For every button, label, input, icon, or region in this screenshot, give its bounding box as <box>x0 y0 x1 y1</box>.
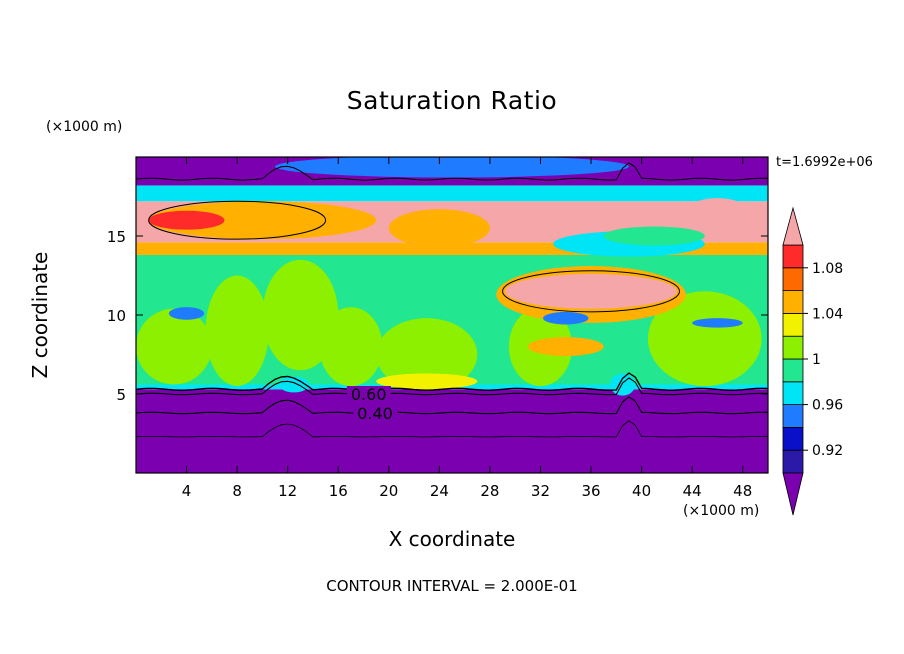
orange-patch-2 <box>388 209 490 248</box>
y-axis: 5 10 15 <box>107 228 768 404</box>
blue-patch-3 <box>692 318 743 328</box>
lime-patch-3 <box>262 259 339 371</box>
blue-patch-1 <box>168 307 205 320</box>
colorbar: 1.08 1.04 1 0.96 0.92 <box>782 206 843 516</box>
lime-patch-4 <box>319 307 383 387</box>
colorbar-label-3: 0.96 <box>812 398 843 414</box>
cyan-bump-2 <box>278 376 310 393</box>
colorbar-segment-7 <box>782 290 804 314</box>
lime-patch-1 <box>136 308 212 385</box>
orange-patch-low <box>527 337 604 357</box>
pink-patch-mid-core <box>505 273 677 309</box>
colorbar-segment-6 <box>782 312 804 337</box>
red-fleck <box>148 210 225 230</box>
x-tick-label-24: 24 <box>430 482 449 500</box>
field-layer <box>136 157 768 473</box>
x-tick-label-48: 48 <box>733 482 752 500</box>
pink-patch-right <box>685 198 750 227</box>
field-band-0 <box>136 389 768 473</box>
contour-label-bg-1 <box>353 404 398 422</box>
x-tick-label-44: 44 <box>683 482 702 500</box>
x-tick-label-8: 8 <box>232 482 242 500</box>
chart-title: Saturation Ratio <box>346 86 558 115</box>
lime-patch-5 <box>376 318 478 391</box>
colorbar-segment-5 <box>782 335 804 360</box>
x-axis-units: (×1000 m) <box>683 503 760 519</box>
contour-loop-upper <box>148 200 327 240</box>
colorbar-arrow-top <box>782 206 804 246</box>
time-label: t=1.6992e+06 <box>776 155 873 170</box>
z-axis-units: (×1000 m) <box>46 119 123 135</box>
y-tick-label-15: 15 <box>107 228 126 246</box>
contour-line-1 <box>136 396 768 415</box>
colorbar-segment-4 <box>782 358 804 383</box>
y-tick-label-5: 5 <box>116 386 126 404</box>
x-tick-label-20: 20 <box>379 482 398 500</box>
colorbar-segment-0 <box>782 449 804 474</box>
contour-label-bg-0 <box>346 386 391 403</box>
x-tick-label-40: 40 <box>632 482 651 500</box>
x-axis: 4 8 12 16 20 24 28 32 36 40 44 48 <box>182 157 752 500</box>
x-tick-label-16: 16 <box>329 482 348 500</box>
orange-patch-1 <box>148 201 377 240</box>
colorbar-segment-9 <box>782 244 804 269</box>
x-tick-label-32: 32 <box>531 482 550 500</box>
contour-label-0: 0.60 <box>351 385 387 404</box>
colorbar-segment-1 <box>782 426 804 451</box>
contour-line-0 <box>136 377 768 396</box>
colorbar-arrow-bottom <box>782 472 804 516</box>
contour-layer: 0.600.40 <box>136 162 768 438</box>
colorbar-segment-3 <box>782 381 804 405</box>
contour-line-top <box>136 162 768 181</box>
contour-interval-note: CONTOUR INTERVAL = 2.000E-01 <box>326 577 578 595</box>
colorbar-label-4: 0.92 <box>812 443 843 459</box>
colorbar-label-2: 1 <box>812 352 821 368</box>
contour-line-low <box>136 420 768 438</box>
yellow-strip <box>376 373 478 390</box>
colorbar-segment-8 <box>782 267 804 291</box>
field-band-5 <box>136 185 768 202</box>
x-tick-label-36: 36 <box>581 482 600 500</box>
colorbar-segment-2 <box>782 404 804 428</box>
y-tick-label-10: 10 <box>107 307 126 325</box>
blue-patch-2 <box>543 311 589 325</box>
cyan-bump <box>610 373 636 396</box>
x-tick-label-4: 4 <box>182 482 192 500</box>
colorbar-label-1: 1.04 <box>812 306 843 322</box>
x-axis-label: X coordinate <box>388 527 516 551</box>
colorbar-label-0: 1.08 <box>812 261 843 277</box>
green-patch-upper <box>603 226 705 246</box>
lime-patch-7 <box>647 291 762 387</box>
blue-cap <box>275 157 629 178</box>
x-tick-label-12: 12 <box>278 482 297 500</box>
x-tick-label-28: 28 <box>480 482 499 500</box>
contour-edge <box>136 372 768 391</box>
lime-patch-2 <box>205 275 269 387</box>
contour-loop-mid <box>502 270 681 313</box>
contour-label-1: 0.40 <box>357 404 393 423</box>
